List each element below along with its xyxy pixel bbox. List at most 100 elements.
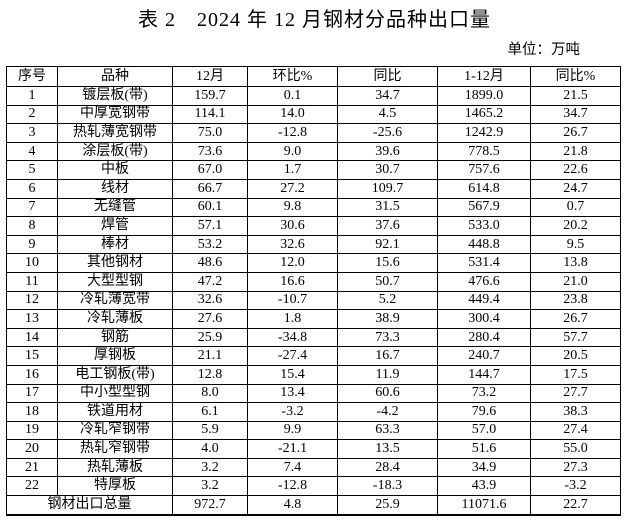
variety-cell: 电工钢板(带) <box>57 364 173 385</box>
mom-pct-cell: 9.0 <box>247 141 338 162</box>
row-number-cell: 14 <box>6 327 58 348</box>
table-row: 1 镀层板(带) 159.7 0.1 34.7 1899.0 21.5 <box>6 86 621 106</box>
yoy-value-cell: 30.7 <box>337 160 438 180</box>
yoy-value-cell: -25.6 <box>337 123 438 143</box>
total-value-cell: 25.9 <box>337 495 438 516</box>
mom-pct-cell: -12.8 <box>247 123 338 143</box>
yoy-pct-cell: 17.5 <box>530 364 621 385</box>
yoy-value-cell: 92.1 <box>337 234 438 255</box>
december-value-cell: 60.1 <box>172 197 248 218</box>
yoy-value-cell: 11.9 <box>337 364 438 385</box>
yoy-pct-cell: 21.8 <box>530 141 621 162</box>
total-value-cell: 4.8 <box>247 495 338 516</box>
yoy-pct-cell: 23.8 <box>530 290 621 311</box>
column-header-jan-dec: 1-12月 <box>437 66 531 87</box>
variety-cell: 厚钢板 <box>57 346 173 366</box>
mom-pct-cell: -34.8 <box>247 327 338 348</box>
mom-pct-cell: 16.6 <box>247 271 338 292</box>
yoy-value-cell: 28.4 <box>337 457 438 478</box>
yoy-pct-cell: 38.3 <box>530 402 621 422</box>
variety-cell: 线材 <box>57 178 173 199</box>
row-number-cell: 3 <box>6 123 58 143</box>
december-value-cell: 32.6 <box>172 290 248 311</box>
variety-cell: 热轧薄宽钢带 <box>57 123 173 143</box>
row-number-cell: 2 <box>6 104 58 125</box>
column-header-seq: 序号 <box>6 66 58 87</box>
variety-cell: 镀层板(带) <box>57 86 173 106</box>
table-row: 15 厚钢板 21.1 -27.4 16.7 240.7 20.5 <box>6 346 621 366</box>
row-number-cell: 6 <box>6 178 58 199</box>
total-value-cell: 11071.6 <box>437 495 531 516</box>
mom-pct-cell: 1.8 <box>247 309 338 329</box>
variety-cell: 铁道用材 <box>57 402 173 422</box>
unit-label: 单位：万吨 <box>507 42 581 58</box>
variety-cell: 中厚宽钢带 <box>57 104 173 125</box>
column-header-variety: 品种 <box>57 66 173 87</box>
table-row: 5 中板 67.0 1.7 30.7 757.6 22.6 <box>6 160 621 180</box>
yoy-value-cell: 31.5 <box>337 197 438 218</box>
jan-dec-value-cell: 240.7 <box>437 346 531 366</box>
variety-cell: 棒材 <box>57 234 173 255</box>
mom-pct-cell: -3.2 <box>247 402 338 422</box>
variety-cell: 涂层板(带) <box>57 141 173 162</box>
total-value-cell: 22.7 <box>530 495 621 516</box>
december-value-cell: 25.9 <box>172 327 248 348</box>
december-value-cell: 21.1 <box>172 346 248 366</box>
row-number-cell: 12 <box>6 290 58 311</box>
yoy-value-cell: 34.7 <box>337 86 438 106</box>
row-number-cell: 8 <box>6 216 58 236</box>
variety-cell: 大型型钢 <box>57 271 173 292</box>
yoy-value-cell: 63.3 <box>337 420 438 441</box>
jan-dec-value-cell: 449.4 <box>437 290 531 311</box>
december-value-cell: 57.1 <box>172 216 248 236</box>
table-row: 6 线材 66.7 27.2 109.7 614.8 24.7 <box>6 178 621 199</box>
yoy-value-cell: 109.7 <box>337 178 438 199</box>
december-value-cell: 27.6 <box>172 309 248 329</box>
row-number-cell: 10 <box>6 253 58 273</box>
column-header-december: 12月 <box>172 66 248 87</box>
yoy-value-cell: 4.5 <box>337 104 438 125</box>
row-number-cell: 9 <box>6 234 58 255</box>
jan-dec-value-cell: 51.6 <box>437 439 531 459</box>
yoy-value-cell: -18.3 <box>337 476 438 497</box>
jan-dec-value-cell: 1899.0 <box>437 86 531 106</box>
table-row: 13 冷轧薄板 27.6 1.8 38.9 300.4 26.7 <box>6 309 621 329</box>
december-value-cell: 75.0 <box>172 123 248 143</box>
row-number-cell: 1 <box>6 86 58 106</box>
yoy-pct-cell: 13.8 <box>530 253 621 273</box>
table-row: 22 特厚板 3.2 -12.8 -18.3 43.9 -3.2 <box>6 476 621 497</box>
jan-dec-value-cell: 280.4 <box>437 327 531 348</box>
jan-dec-value-cell: 614.8 <box>437 178 531 199</box>
row-number-cell: 20 <box>6 439 58 459</box>
yoy-value-cell: 37.6 <box>337 216 438 236</box>
table-row: 16 电工钢板(带) 12.8 15.4 11.9 144.7 17.5 <box>6 364 621 385</box>
total-value-cell: 972.7 <box>172 495 248 516</box>
table-row: 12 冷轧薄宽带 32.6 -10.7 5.2 449.4 23.8 <box>6 290 621 311</box>
mom-pct-cell: 32.6 <box>247 234 338 255</box>
mom-pct-cell: 13.4 <box>247 383 338 404</box>
variety-cell: 冷轧薄板 <box>57 309 173 329</box>
december-value-cell: 3.2 <box>172 476 248 497</box>
row-number-cell: 7 <box>6 197 58 218</box>
yoy-value-cell: 38.9 <box>337 309 438 329</box>
variety-cell: 冷轧薄宽带 <box>57 290 173 311</box>
yoy-pct-cell: 57.7 <box>530 327 621 348</box>
jan-dec-value-cell: 144.7 <box>437 364 531 385</box>
mom-pct-cell: 14.0 <box>247 104 338 125</box>
column-header-mom-pct: 环比% <box>247 66 338 87</box>
jan-dec-value-cell: 757.6 <box>437 160 531 180</box>
december-value-cell: 67.0 <box>172 160 248 180</box>
table-row: 7 无缝管 60.1 9.8 31.5 567.9 0.7 <box>6 197 621 218</box>
december-value-cell: 12.8 <box>172 364 248 385</box>
yoy-pct-cell: 21.5 <box>530 86 621 106</box>
december-value-cell: 4.0 <box>172 439 248 459</box>
mom-pct-cell: -12.8 <box>247 476 338 497</box>
row-number-cell: 15 <box>6 346 58 366</box>
yoy-pct-cell: 21.0 <box>530 271 621 292</box>
mom-pct-cell: 7.4 <box>247 457 338 478</box>
jan-dec-value-cell: 531.4 <box>437 253 531 273</box>
row-number-cell: 4 <box>6 141 58 162</box>
table-row: 10 其他钢材 48.6 12.0 15.6 531.4 13.8 <box>6 253 621 273</box>
mom-pct-cell: 30.6 <box>247 216 338 236</box>
total-label-cell: 钢材出口总量 <box>6 495 173 516</box>
